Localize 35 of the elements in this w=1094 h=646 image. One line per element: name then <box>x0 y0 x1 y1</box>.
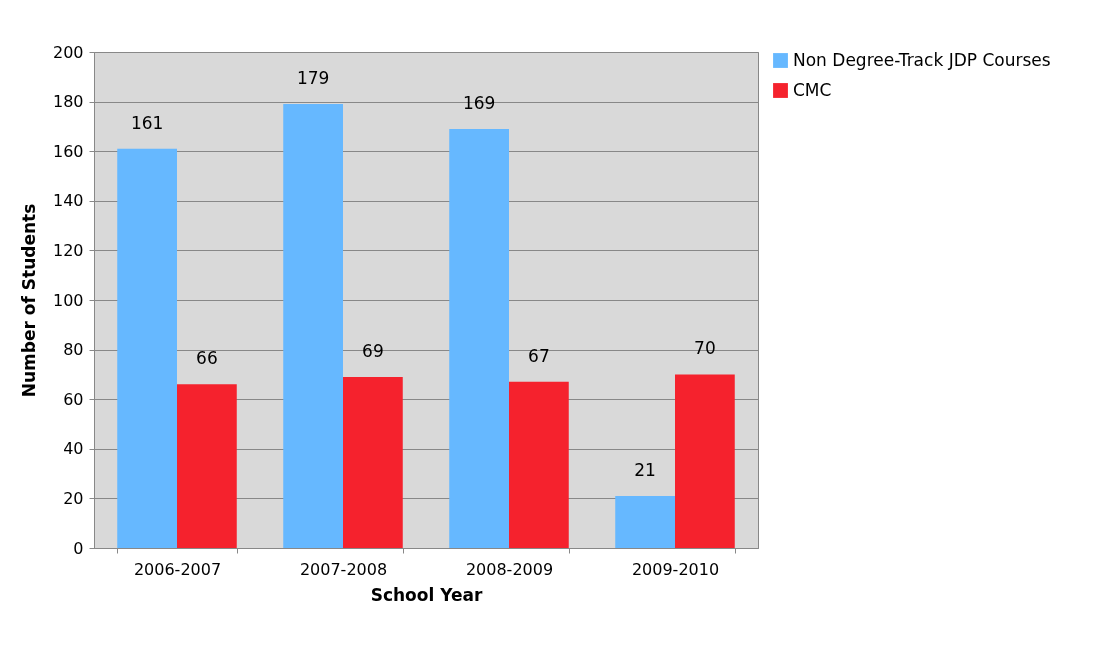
data-label: 66 <box>196 348 218 369</box>
data-label: 161 <box>130 112 164 133</box>
x-tick-label: 2007-2008 <box>299 559 388 579</box>
x-tick-label: 2006-2007 <box>133 559 222 579</box>
y-tick-label: 180 <box>52 92 84 112</box>
data-label: 69 <box>362 340 384 361</box>
y-tick-label: 80 <box>63 340 84 360</box>
y-tick-label: 20 <box>63 488 84 508</box>
data-label: 70 <box>694 338 716 359</box>
y-tick-label: 60 <box>63 389 84 409</box>
bar <box>283 104 343 548</box>
bar <box>177 384 237 548</box>
data-label: 67 <box>528 345 550 366</box>
legend-label: CMC <box>793 79 832 100</box>
data-label: 179 <box>296 68 330 89</box>
y-tick-label: 0 <box>73 538 84 558</box>
y-tick-label: 140 <box>52 191 84 211</box>
data-label: 21 <box>634 459 656 480</box>
y-tick-label: 100 <box>52 290 84 310</box>
x-axis-title: School Year <box>370 584 483 605</box>
y-tick-label: 120 <box>52 240 84 260</box>
legend-label: Non Degree-Track JDP Courses <box>793 49 1051 70</box>
x-tick-label: 2008-2009 <box>465 559 554 579</box>
y-tick-label: 160 <box>52 141 84 161</box>
x-tick-label: 2009-2010 <box>631 559 720 579</box>
data-label: 169 <box>462 92 496 113</box>
y-tick-label: 40 <box>63 439 84 459</box>
y-tick-label: 200 <box>52 42 84 62</box>
bar <box>343 376 403 548</box>
bar <box>449 128 509 548</box>
y-axis-title: Number of Students <box>18 203 39 398</box>
bar <box>509 381 569 548</box>
bar <box>615 495 675 548</box>
bar <box>117 148 177 548</box>
bar <box>675 374 735 548</box>
